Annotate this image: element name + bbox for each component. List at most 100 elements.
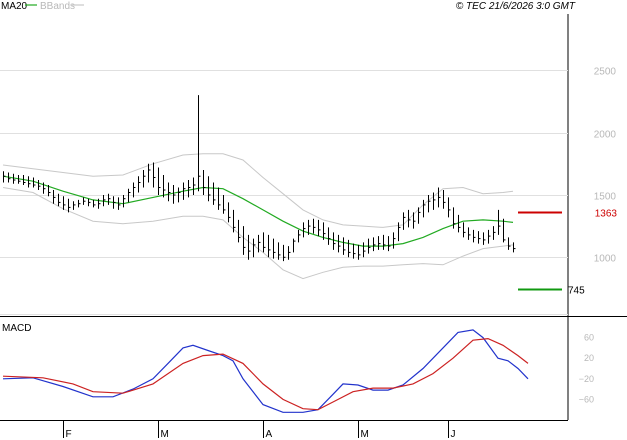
price-bar (98, 198, 101, 209)
price-bar (463, 222, 466, 238)
price-bar (223, 195, 226, 214)
price-bar (258, 234, 261, 253)
price-bar (8, 172, 11, 183)
price-bar (513, 242, 516, 253)
price-bar (203, 170, 206, 195)
price-bar (283, 244, 286, 262)
price-bar (433, 192, 436, 210)
price-bar (488, 229, 491, 244)
price-bar (398, 222, 401, 242)
macd-lines (2, 329, 529, 413)
price-bar (273, 238, 276, 259)
price-bar (393, 232, 396, 249)
macd-axis-tick-label: −20 (579, 374, 594, 384)
price-bar (483, 232, 486, 245)
price-axis-tick-label: 2000 (594, 130, 617, 141)
price-bar (263, 232, 266, 253)
price-bar (78, 199, 81, 208)
price-bar (3, 171, 6, 183)
price-axis-tick-label: 1500 (594, 192, 617, 203)
x-axis-tick-label: A (266, 429, 273, 440)
price-bar (28, 176, 31, 188)
price-bar (333, 232, 336, 250)
grid (0, 70, 568, 315)
price-bar (278, 242, 281, 260)
price-bar (93, 199, 96, 208)
price-bar (408, 209, 411, 228)
legend-ma20-label: MA20 (1, 1, 28, 12)
macd-axis-labels: 60 20 −20 −60 (579, 333, 594, 405)
price-bar (233, 209, 236, 233)
price-bar (118, 197, 121, 210)
price-bar (448, 197, 451, 218)
price-bar (458, 214, 461, 233)
resistance-label: 1363 (595, 209, 618, 220)
price-bar (473, 229, 476, 243)
price-bar (18, 175, 21, 184)
price-bar (73, 201, 76, 210)
price-bar (493, 226, 496, 240)
price-bar (133, 182, 136, 198)
price-bar (158, 167, 161, 195)
price-bar (368, 238, 371, 254)
price-bar (428, 195, 431, 213)
price-bar (503, 218, 506, 243)
price-bar (163, 175, 166, 198)
price-bar (453, 207, 456, 229)
price-bar (478, 231, 481, 244)
price-bar (353, 243, 356, 259)
price-bar (143, 170, 146, 188)
price-bar (183, 182, 186, 200)
price-bar (23, 175, 26, 185)
price-bar (293, 238, 296, 253)
price-bar (308, 219, 311, 235)
price-bar (338, 234, 341, 253)
price-bar (88, 198, 91, 207)
price-bar (83, 197, 86, 205)
price-bar (213, 182, 216, 205)
price-bar (228, 202, 231, 223)
price-bar (248, 234, 251, 260)
price-bar (468, 227, 471, 240)
price-bar (168, 182, 171, 202)
price-bar (323, 222, 326, 240)
price-bar (148, 163, 151, 183)
price-bar (123, 195, 126, 208)
price-bar (388, 236, 391, 252)
price-bar (63, 196, 66, 210)
bollinger-lower-band (2, 187, 514, 280)
price-bar (208, 176, 211, 202)
macd-axis-tick-label: 20 (584, 353, 594, 363)
price-bar (238, 219, 241, 243)
price-bar (193, 177, 196, 195)
price-bar (298, 229, 301, 243)
bollinger-upper-band (2, 153, 514, 228)
price-bar (328, 227, 331, 245)
price-bar (243, 226, 246, 255)
price-bar (13, 173, 16, 184)
price-bar (153, 162, 156, 188)
price-bar (268, 234, 271, 258)
price-bar (438, 187, 441, 208)
price-bar (43, 182, 46, 194)
price-bar (113, 196, 116, 209)
support-label: 745 (568, 286, 585, 297)
x-axis-tick-label: J (451, 429, 456, 440)
macd-axis-tick-label: 60 (584, 333, 594, 343)
price-bar (358, 244, 361, 260)
price-bar (58, 193, 61, 207)
price-bar (443, 190, 446, 209)
price-bar (178, 187, 181, 203)
copyright-label: © TEC 21/6/2026 3:0 GMT (456, 1, 576, 12)
x-axis-tick-label: F (66, 429, 72, 440)
price-bar (378, 236, 381, 250)
price-bar (128, 188, 131, 203)
price-bar (313, 218, 316, 234)
price-bar (343, 237, 346, 255)
legend-bbands-label: BBands (40, 1, 75, 12)
price-bar (508, 237, 511, 250)
bollinger-bands (2, 153, 514, 280)
macd-panel-label: MACD (2, 323, 31, 334)
price-bar (373, 237, 376, 252)
